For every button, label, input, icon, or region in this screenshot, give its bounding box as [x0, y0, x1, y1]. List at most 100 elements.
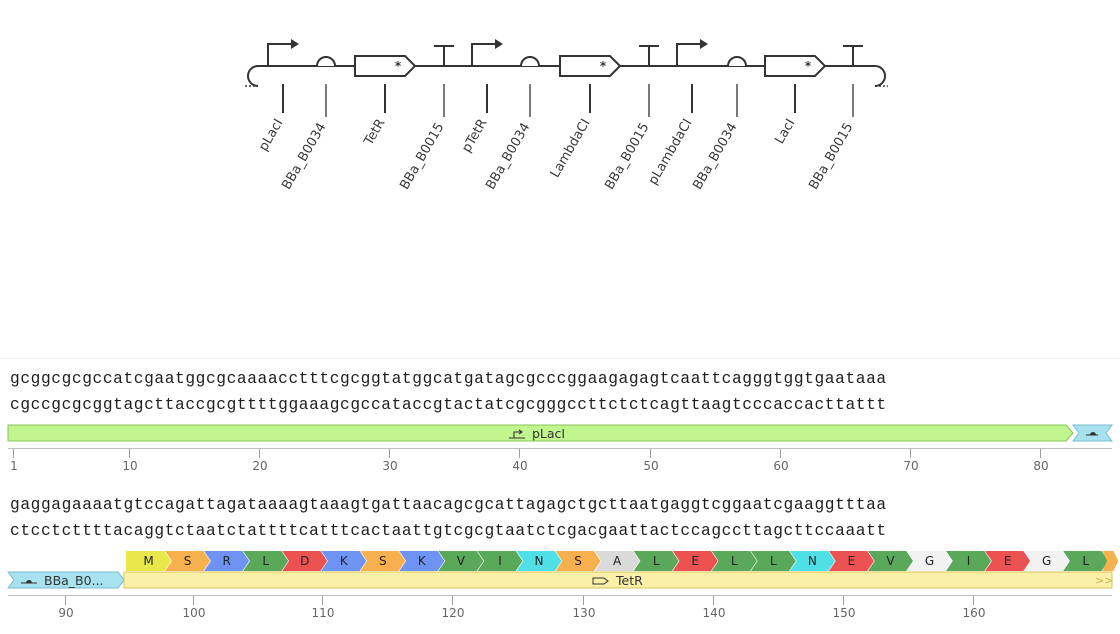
placi-annotation-label: pLacI	[508, 426, 565, 441]
ruler-tick-label: 140	[702, 606, 726, 620]
ruler-tick	[129, 449, 130, 458]
part-label-3: BBa_B0015	[397, 121, 447, 193]
amino-acid-k-5: K	[321, 551, 367, 571]
part-label-9: BBa_B0034	[690, 121, 740, 193]
rbs-annotation-label: BBa_B0...	[20, 573, 104, 588]
amino-acid-r-2: R	[204, 551, 250, 571]
amino-acid-l-24: L	[1063, 551, 1109, 571]
ruler-tick	[519, 449, 520, 458]
rbs-glyph-bba-b0034[interactable]: BBa_B0034	[483, 56, 540, 193]
ruler-tick	[389, 449, 390, 458]
ruler-tick-label: 30	[382, 459, 398, 473]
amino-acid-k-7: K	[399, 551, 445, 571]
part-label-4: pTetR	[459, 117, 490, 156]
ruler-tick-label: 110	[311, 606, 335, 620]
amino-acid-i-9: I	[477, 551, 523, 571]
rbs-icon	[21, 579, 37, 583]
promoter-glyph-ptetr[interactable]: pTetR	[459, 39, 503, 155]
amino-acid-l-16: L	[750, 551, 796, 571]
amino-acid-s-11: S	[555, 551, 601, 571]
amino-acid-a-12: A	[594, 551, 640, 571]
svg-text:*: *	[395, 59, 402, 73]
promoter-glyph-plambdaci[interactable]: pLambdaCI	[646, 39, 708, 188]
amino-acid-s-1: S	[165, 551, 211, 571]
promoter-arrow-icon	[509, 429, 525, 439]
ruler-tick	[1040, 449, 1041, 458]
part-label-10: LacI	[772, 117, 798, 147]
part-label-7: BBa_B0015	[602, 121, 652, 193]
part-label-6: LambdaCI	[548, 117, 594, 181]
amino-acid-s-6: S	[360, 551, 406, 571]
part-label-5: BBa_B0034	[483, 121, 533, 193]
backbone-left-end	[247, 65, 259, 87]
amino-acid-e-22: E	[985, 551, 1031, 571]
part-label-2: TetR	[361, 117, 388, 150]
bottom-strand-block-1: cgccgcgcggtagcttaccgcgttttggaaagcgccatac…	[10, 396, 887, 414]
ruler-tick-label: 10	[122, 459, 138, 473]
tetr-annotation-label: TetR	[592, 573, 643, 588]
amino-acid-l-13: L	[633, 551, 679, 571]
backbone-right-end	[874, 65, 886, 87]
ruler-tick-label: 70	[903, 459, 919, 473]
ruler-tick	[780, 449, 781, 458]
ruler-block-2	[8, 595, 1112, 610]
ruler-tick-label: 90	[58, 606, 74, 620]
part-label-11: BBa_B0015	[806, 121, 856, 193]
cds-glyph-tetr[interactable]: * TetR	[354, 55, 417, 150]
ruler-tick	[322, 596, 323, 605]
amino-acid-l-3: L	[243, 551, 289, 571]
ruler-tick-label: 20	[252, 459, 268, 473]
ruler-tick	[650, 449, 651, 458]
rbs-glyph-bba-b0034[interactable]: BBa_B0034	[690, 56, 747, 193]
cds-icon	[592, 577, 609, 584]
ruler-tick	[843, 596, 844, 605]
ruler-tick	[193, 596, 194, 605]
amino-acid-v-19: V	[867, 551, 913, 571]
ruler-tick	[910, 449, 911, 458]
continuation-chevrons-icon: >>	[1095, 574, 1113, 587]
amino-acid-g-23: G	[1024, 551, 1070, 571]
amino-acid-g-20: G	[907, 551, 953, 571]
part-label-8: pLambdaCI	[646, 117, 696, 188]
amino-acid-i-21: I	[946, 551, 992, 571]
amino-acid-l-15: L	[711, 551, 757, 571]
ruler-tick	[973, 596, 974, 605]
rbs-annotation[interactable]	[7, 571, 125, 589]
amino-acid-e-14: E	[672, 551, 718, 571]
ruler-tick-label: 100	[182, 606, 206, 620]
amino-acid-n-10: N	[516, 551, 562, 571]
amino-acid-e-18: E	[828, 551, 874, 571]
svg-text:*: *	[600, 59, 607, 73]
svg-text:*: *	[805, 59, 812, 73]
amino-acid-v-8: V	[438, 551, 484, 571]
ruler-tick-label: 40	[512, 459, 528, 473]
ruler-tick	[259, 449, 260, 458]
ruler-tick	[583, 596, 584, 605]
ruler-tick-label: 60	[773, 459, 789, 473]
ruler-tick-label: 130	[572, 606, 596, 620]
rbs-icon	[1086, 432, 1098, 436]
part-label-1: BBa_B0034	[279, 121, 329, 193]
ruler-tick	[713, 596, 714, 605]
bottom-strand-block-2: ctcctcttttacaggtctaatctattttcatttcactaat…	[10, 522, 887, 540]
amino-acid-partial	[1102, 551, 1119, 571]
tetr-annotation[interactable]	[123, 571, 1113, 589]
promoter-glyph-placi[interactable]: pLacI	[256, 39, 299, 154]
ruler-tick	[13, 449, 14, 458]
ruler-tick	[65, 596, 66, 605]
annotation-track-block-1	[7, 424, 1113, 442]
placi-annotation[interactable]	[7, 424, 1074, 442]
amino-acid-d-4: D	[282, 551, 328, 571]
ruler-tick-label: 1	[10, 459, 18, 473]
amino-acid-n-17: N	[789, 551, 835, 571]
ruler-tick-label: 150	[832, 606, 856, 620]
cds-glyph-laci[interactable]: * LacI	[764, 55, 827, 147]
amino-acid-m-0: M	[126, 551, 172, 571]
annotation-track-block-2: >>	[7, 571, 1113, 589]
top-strand-block-2: gaggagaaaatgtccagattagataaaagtaaagtgatta…	[10, 496, 887, 514]
ruler-tick-label: 50	[643, 459, 659, 473]
rbs-glyph-bba-b0034[interactable]: BBa_B0034	[279, 56, 336, 193]
cds-glyph-lambdaci[interactable]: * LambdaCI	[548, 55, 622, 181]
ruler-tick-label: 120	[441, 606, 465, 620]
